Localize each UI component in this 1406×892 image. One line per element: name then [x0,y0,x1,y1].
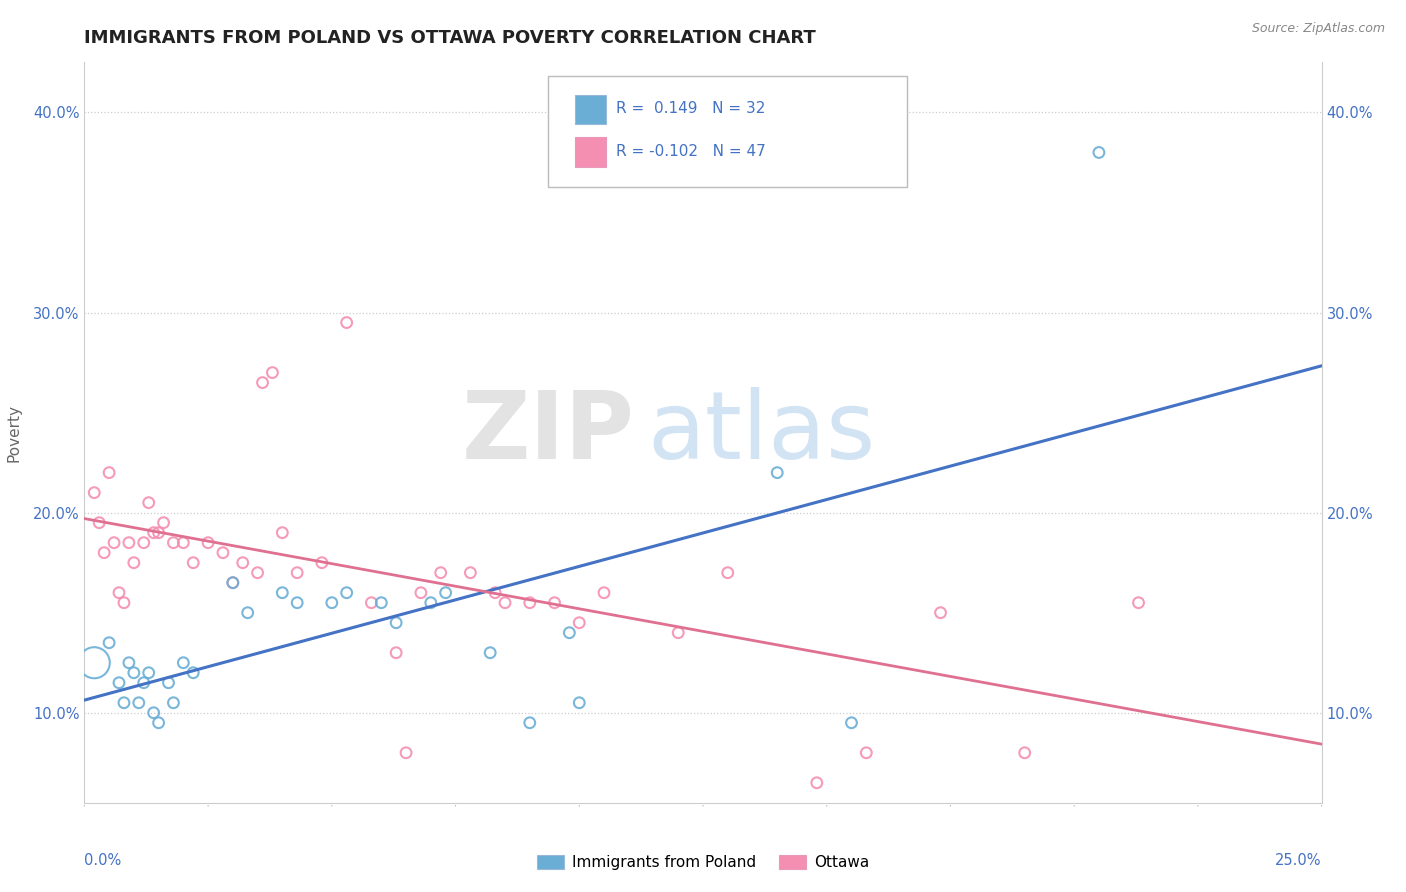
Point [252,376,274,390]
Point [172,656,194,670]
Point [271,525,294,540]
Point [118,535,141,549]
Point [766,466,789,480]
Point [122,556,145,570]
Point [519,596,541,610]
Point [806,776,828,790]
Point [929,606,952,620]
Point [162,696,184,710]
Point [434,585,457,599]
Point [232,556,254,570]
Point [311,556,333,570]
Point [419,596,441,610]
Point [157,675,180,690]
Point [108,585,131,599]
Point [484,585,506,599]
Point [593,585,616,599]
Legend: Immigrants from Poland, Ottawa: Immigrants from Poland, Ottawa [530,849,876,877]
Point [666,625,689,640]
Text: IMMIGRANTS FROM POLAND VS OTTAWA POVERTY CORRELATION CHART: IMMIGRANTS FROM POLAND VS OTTAWA POVERTY… [84,29,815,47]
Point [152,516,174,530]
Point [1128,596,1150,610]
Point [717,566,740,580]
Point [841,715,863,730]
Point [138,496,160,510]
Point [543,596,565,610]
Point [360,596,382,610]
Point [385,646,408,660]
Point [460,566,482,580]
Point [89,516,111,530]
Point [262,366,284,380]
Point [172,535,194,549]
Point [1088,145,1111,160]
Point [395,746,418,760]
Point [370,596,392,610]
Point [409,585,432,599]
Text: R = -0.102   N = 47: R = -0.102 N = 47 [616,145,766,159]
Point [142,706,165,720]
Point [385,615,408,630]
Point [108,675,131,690]
Point [1014,746,1036,760]
Point [122,665,145,680]
Point [83,656,105,670]
Point [132,535,155,549]
Text: 0.0%: 0.0% [84,853,121,868]
Point [98,636,121,650]
Point [181,556,204,570]
Point [271,585,294,599]
Point [568,615,591,630]
Point [148,715,170,730]
Point [285,596,308,610]
Point [285,566,308,580]
Point [197,535,219,549]
Point [519,715,541,730]
Text: atlas: atlas [647,386,876,479]
Point [212,546,235,560]
Point [148,525,170,540]
Text: R =  0.149   N = 32: R = 0.149 N = 32 [616,102,765,116]
Point [162,535,184,549]
Point [128,696,150,710]
Point [83,485,105,500]
Point [568,696,591,710]
Text: Source: ZipAtlas.com: Source: ZipAtlas.com [1251,22,1385,36]
Point [222,575,245,590]
Point [118,656,141,670]
Point [479,646,502,660]
Point [494,596,516,610]
Point [236,606,259,620]
Point [93,546,115,560]
Text: ZIP: ZIP [463,386,636,479]
Point [558,625,581,640]
Point [855,746,877,760]
Point [103,535,125,549]
Text: 25.0%: 25.0% [1275,853,1322,868]
Y-axis label: Poverty: Poverty [7,403,21,462]
Point [112,596,135,610]
Point [321,596,343,610]
Point [429,566,451,580]
Point [98,466,121,480]
Point [222,575,245,590]
Point [132,675,155,690]
Point [142,525,165,540]
Point [138,665,160,680]
Point [336,316,359,330]
Point [112,696,135,710]
Point [181,665,204,680]
Point [246,566,269,580]
Point [336,585,359,599]
